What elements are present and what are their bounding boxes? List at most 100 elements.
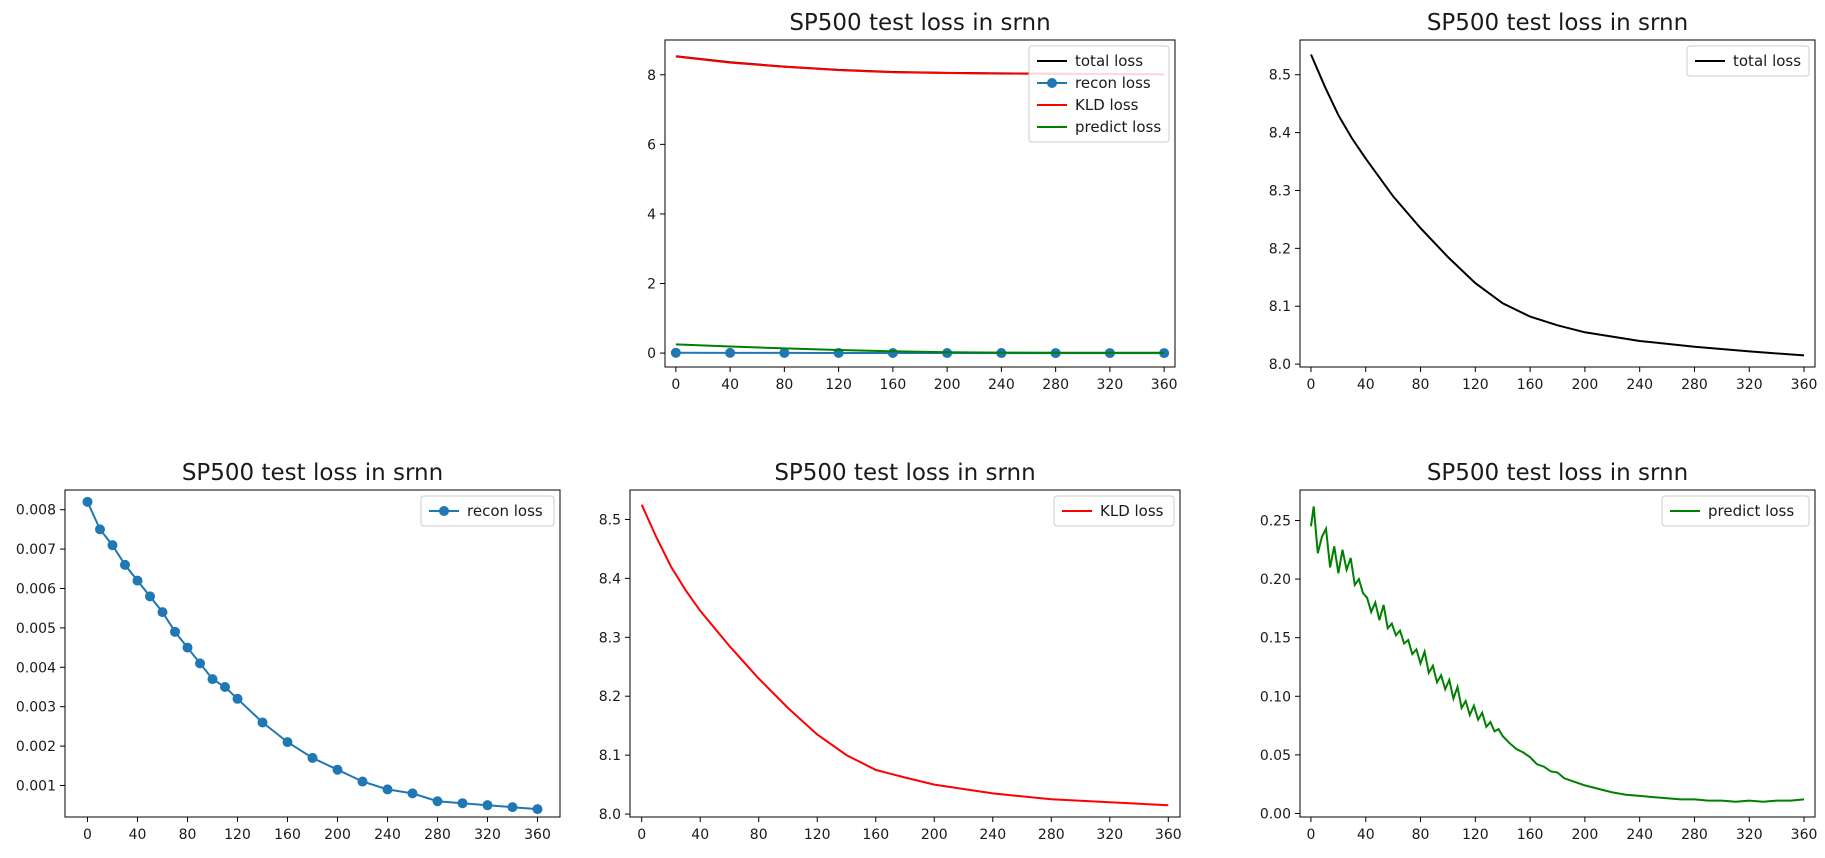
y-tick-label: 0.004 xyxy=(16,660,56,676)
y-tick-label: 0 xyxy=(647,346,656,362)
y-tick-label: 0.008 xyxy=(16,503,56,519)
x-tick-label: 160 xyxy=(1517,377,1544,393)
y-tick-label: 8.1 xyxy=(1269,299,1291,315)
data-point xyxy=(220,681,230,692)
chart-recon-loss: SP500 test loss in srnn 0 40 80 120 160 200 240… xyxy=(16,460,561,843)
y-tick-label: 8.5 xyxy=(599,512,621,528)
x-tick-label: 360 xyxy=(1155,827,1182,843)
x-tick-label: 80 xyxy=(750,827,768,843)
x-tick-label: 240 xyxy=(374,827,401,843)
data-point xyxy=(170,626,180,637)
y-tick-label: 0.20 xyxy=(1260,572,1291,588)
x-tick-label: 200 xyxy=(324,827,351,843)
y-tick-label: 8.3 xyxy=(1269,183,1291,199)
legend-box xyxy=(1686,45,1810,77)
x-tick-label: 40 xyxy=(691,827,709,843)
y-tick-label: 8.4 xyxy=(1269,126,1291,142)
x-tick-label: 0 xyxy=(1306,827,1315,843)
data-point xyxy=(257,717,268,728)
x-tick-label: 120 xyxy=(224,827,251,843)
x-tick-label: 360 xyxy=(1791,377,1818,393)
legend: total loss xyxy=(1686,45,1810,77)
x-tick-label: 160 xyxy=(862,827,889,843)
data-point xyxy=(670,347,681,358)
data-point xyxy=(1159,348,1170,359)
x-tick-label: 0 xyxy=(1306,377,1315,393)
x-tick-label: 280 xyxy=(1038,827,1065,843)
legend-label: total loss xyxy=(1075,52,1143,70)
x-tick-label: 320 xyxy=(1736,377,1763,393)
y-tick-label: 0.002 xyxy=(16,739,56,755)
legend-label: KLD loss xyxy=(1100,502,1164,520)
y-tick-label: 0.003 xyxy=(16,700,56,716)
x-tick-label: 120 xyxy=(825,377,852,393)
x-tick-label: 120 xyxy=(804,827,831,843)
chart-title: SP500 test loss in srnn xyxy=(1427,460,1688,486)
x-tick-label: 160 xyxy=(1517,827,1544,843)
axes-frame xyxy=(664,39,1176,368)
y-tick-label: 0.25 xyxy=(1260,513,1291,529)
legend-label: predict loss xyxy=(1708,502,1794,520)
series-line-3 xyxy=(675,343,1165,354)
chart-kld-loss: SP500 test loss in srnn 0 40 80 120 160 200 240… xyxy=(599,460,1182,843)
y-tick-label: 0.10 xyxy=(1260,689,1291,705)
data-point xyxy=(307,752,318,763)
data-point xyxy=(145,591,155,602)
axes-frame xyxy=(1299,489,1816,818)
data-point xyxy=(195,658,205,669)
y-tick-label: 8.2 xyxy=(1269,241,1291,257)
x-tick-label: 80 xyxy=(1412,377,1430,393)
x-tick-label: 40 xyxy=(1357,827,1375,843)
data-point xyxy=(332,764,343,775)
x-tick-label: 200 xyxy=(934,377,961,393)
data-point xyxy=(507,802,518,813)
x-tick-label: 320 xyxy=(474,827,501,843)
x-tick-label: 240 xyxy=(988,377,1015,393)
y-tick-label: 8 xyxy=(647,68,656,84)
axes-frame xyxy=(629,489,1181,818)
data-point xyxy=(120,559,130,570)
y-tick-label: 8.5 xyxy=(1269,68,1291,84)
y-tick-label: 2 xyxy=(647,277,656,293)
x-tick-label: 0 xyxy=(637,827,646,843)
legend-box xyxy=(1661,495,1810,527)
chart-total-loss: SP500 test loss in srnn 0 40 80 120 160 200 240… xyxy=(1269,10,1818,393)
x-tick-label: 160 xyxy=(880,377,907,393)
legend: recon loss xyxy=(420,495,555,527)
data-point xyxy=(779,347,790,358)
data-point xyxy=(107,540,118,551)
data-point xyxy=(182,642,193,653)
series-line-0 xyxy=(86,501,538,811)
y-tick-label: 6 xyxy=(647,137,656,153)
x-tick-label: 80 xyxy=(179,827,197,843)
x-tick-label: 280 xyxy=(1042,377,1069,393)
y-tick-label: 8.0 xyxy=(1269,357,1291,373)
series-line-0 xyxy=(640,504,1169,807)
data-point xyxy=(887,348,898,359)
data-point xyxy=(157,607,168,618)
y-tick-label: 0.15 xyxy=(1260,631,1291,647)
x-tick-label: 200 xyxy=(921,827,948,843)
legend-label: total loss xyxy=(1733,52,1801,70)
y-tick-label: 0.006 xyxy=(16,581,56,597)
data-point xyxy=(432,796,443,807)
legend-label: recon loss xyxy=(467,502,543,520)
data-point xyxy=(282,737,293,748)
legend: predict loss xyxy=(1661,495,1810,527)
data-point xyxy=(132,575,143,586)
x-tick-label: 200 xyxy=(1572,827,1599,843)
x-tick-label: 280 xyxy=(424,827,451,843)
y-tick-label: 8.3 xyxy=(599,630,621,646)
x-tick-label: 120 xyxy=(1462,827,1489,843)
x-tick-label: 240 xyxy=(1626,827,1653,843)
data-point xyxy=(725,347,736,358)
chart-title: SP500 test loss in srnn xyxy=(789,10,1050,36)
x-tick-label: 80 xyxy=(1412,827,1430,843)
legend: total loss recon loss KLD loss predict loss xyxy=(1028,45,1170,143)
x-tick-label: 120 xyxy=(1462,377,1489,393)
x-tick-label: 0 xyxy=(83,827,92,843)
x-tick-label: 240 xyxy=(1626,377,1653,393)
data-point xyxy=(95,524,105,535)
